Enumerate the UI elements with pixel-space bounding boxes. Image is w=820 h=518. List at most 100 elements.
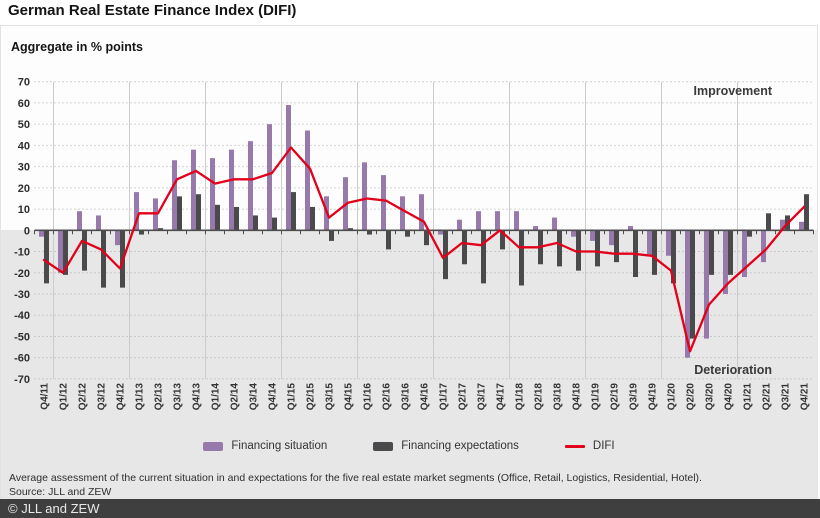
bar-expectations-Q3/16 xyxy=(405,230,410,237)
bar-situation-Q2/15 xyxy=(305,130,310,231)
x-axis-label: Q3/17 xyxy=(477,383,488,411)
bar-expectations-Q1/15 xyxy=(291,192,296,231)
bar-expectations-Q3/17 xyxy=(481,230,486,284)
bar-situation-Q3/17 xyxy=(476,211,481,231)
bar-situation-Q1/12 xyxy=(58,230,63,273)
bar-situation-Q1/18 xyxy=(514,211,519,231)
x-axis-label: Q2/12 xyxy=(78,383,89,411)
bar-situation-Q2/20 xyxy=(685,230,690,358)
bar-situation-Q1/15 xyxy=(286,105,291,231)
y-axis-label: 10 xyxy=(18,204,30,216)
page-title: German Real Estate Finance Index (DIFI) xyxy=(8,2,297,19)
source-note: Source: JLL and ZEW xyxy=(9,486,112,498)
legend-item-difi: DIFI xyxy=(564,440,615,452)
bar-expectations-Q1/16 xyxy=(367,230,372,235)
bar-expectations-Q4/15 xyxy=(348,228,353,231)
bar-expectations-Q4/14 xyxy=(272,217,277,231)
x-axis-label: Q2/16 xyxy=(382,383,393,411)
bar-situation-Q1/20 xyxy=(666,230,671,256)
legend-label-situation: Financing situation xyxy=(231,440,328,452)
y-axis-label: -60 xyxy=(14,353,30,365)
x-axis-label: Q3/21 xyxy=(781,383,792,411)
bar-situation-Q2/18 xyxy=(533,226,538,231)
chart-footnote: Average assessment of the current situat… xyxy=(9,472,702,484)
x-axis-label: Q2/21 xyxy=(762,383,773,411)
bar-situation-Q4/17 xyxy=(495,211,500,231)
bar-situation-Q3/13 xyxy=(172,160,177,231)
bar-situation-Q4/21 xyxy=(799,221,804,231)
x-axis-label: Q2/15 xyxy=(306,383,317,411)
bar-situation-Q3/20 xyxy=(704,230,709,339)
bar-expectations-Q2/16 xyxy=(386,230,391,250)
y-axis-label: -10 xyxy=(14,247,30,259)
bar-expectations-Q1/18 xyxy=(519,230,524,286)
y-axis-label: -30 xyxy=(14,289,30,301)
y-axis-label: -50 xyxy=(14,331,30,343)
bar-situation-Q3/16 xyxy=(400,196,405,231)
x-axis-label: Q4/14 xyxy=(268,383,279,411)
legend-label-difi: DIFI xyxy=(592,440,615,452)
bar-situation-Q4/11 xyxy=(39,230,44,237)
x-axis-label: Q3/16 xyxy=(401,383,412,411)
bar-situation-Q2/14 xyxy=(229,149,234,231)
bar-expectations-Q4/21 xyxy=(804,194,809,231)
situation-swatch-icon xyxy=(203,441,224,451)
bar-situation-Q4/20 xyxy=(723,230,728,294)
legend-item-situation: Financing situation xyxy=(203,440,327,452)
difi-line-swatch-icon xyxy=(564,444,585,448)
legend-label-expectations: Financing expectations xyxy=(401,440,519,452)
bar-expectations-Q2/19 xyxy=(614,230,619,263)
x-axis-label: Q2/18 xyxy=(534,383,545,411)
bar-expectations-Q2/14 xyxy=(234,206,239,231)
bar-situation-Q2/16 xyxy=(381,175,386,231)
x-axis-label: Q1/21 xyxy=(743,383,754,411)
deterioration-label: Deterioration xyxy=(694,363,772,377)
below-zero-shading xyxy=(1,230,817,500)
bar-situation-Q2/17 xyxy=(457,219,462,231)
x-axis-label: Q4/19 xyxy=(648,383,659,411)
bar-expectations-Q1/20 xyxy=(671,230,676,284)
x-axis-label: Q4/15 xyxy=(344,383,355,411)
bar-situation-Q3/12 xyxy=(96,215,101,231)
bar-situation-Q2/12 xyxy=(77,211,82,231)
bar-expectations-Q4/13 xyxy=(196,194,201,231)
bar-expectations-Q2/12 xyxy=(82,230,87,271)
chart-legend: Financing situation Financing expectatio… xyxy=(1,440,817,452)
bar-expectations-Q4/17 xyxy=(500,230,505,250)
x-axis-label: Q2/13 xyxy=(154,383,165,411)
x-axis-label: Q2/14 xyxy=(230,383,241,411)
y-axis-label: 30 xyxy=(18,162,30,174)
x-axis-label: Q1/15 xyxy=(287,383,298,411)
x-axis-label: Q4/13 xyxy=(192,383,203,411)
bar-situation-Q4/19 xyxy=(647,230,652,256)
x-axis-label: Q3/14 xyxy=(249,383,260,411)
bar-situation-Q1/17 xyxy=(438,230,443,235)
x-axis-label: Q1/18 xyxy=(515,383,526,411)
x-axis-label: Q4/17 xyxy=(496,383,507,411)
bar-expectations-Q2/21 xyxy=(766,213,771,231)
bar-situation-Q4/13 xyxy=(191,149,196,231)
bar-expectations-Q1/21 xyxy=(747,230,752,237)
bar-situation-Q4/12 xyxy=(115,230,120,246)
chart-card: -70 -60 -50 -40 -30 -20 -10 0 10 20 30 40 50 60 70 Q4/1… xyxy=(0,25,818,500)
bar-situation-Q4/16 xyxy=(419,194,424,231)
x-axis-label: Q4/20 xyxy=(724,383,735,411)
y-axis-label: 50 xyxy=(18,119,30,131)
y-axis-label: 20 xyxy=(18,183,30,195)
x-axis-label: Q3/19 xyxy=(629,383,640,411)
expectations-swatch-icon xyxy=(373,441,394,451)
bar-situation-Q3/19 xyxy=(628,226,633,231)
bar-situation-Q1/21 xyxy=(742,230,747,278)
bar-situation-Q1/19 xyxy=(590,230,595,241)
x-axis-label: Q1/16 xyxy=(363,383,374,411)
bar-situation-Q2/19 xyxy=(609,230,614,246)
y-axis-label: -20 xyxy=(14,268,30,280)
copyright-text: © JLL and ZEW xyxy=(8,501,100,516)
y-axis-label: -70 xyxy=(14,374,30,386)
x-axis-label: Q1/14 xyxy=(211,383,222,411)
bar-expectations-Q3/12 xyxy=(101,230,106,288)
bar-situation-Q1/14 xyxy=(210,158,215,231)
bar-expectations-Q2/15 xyxy=(310,206,315,231)
bar-expectations-Q4/11 xyxy=(44,230,49,284)
bar-expectations-Q3/13 xyxy=(177,196,182,231)
